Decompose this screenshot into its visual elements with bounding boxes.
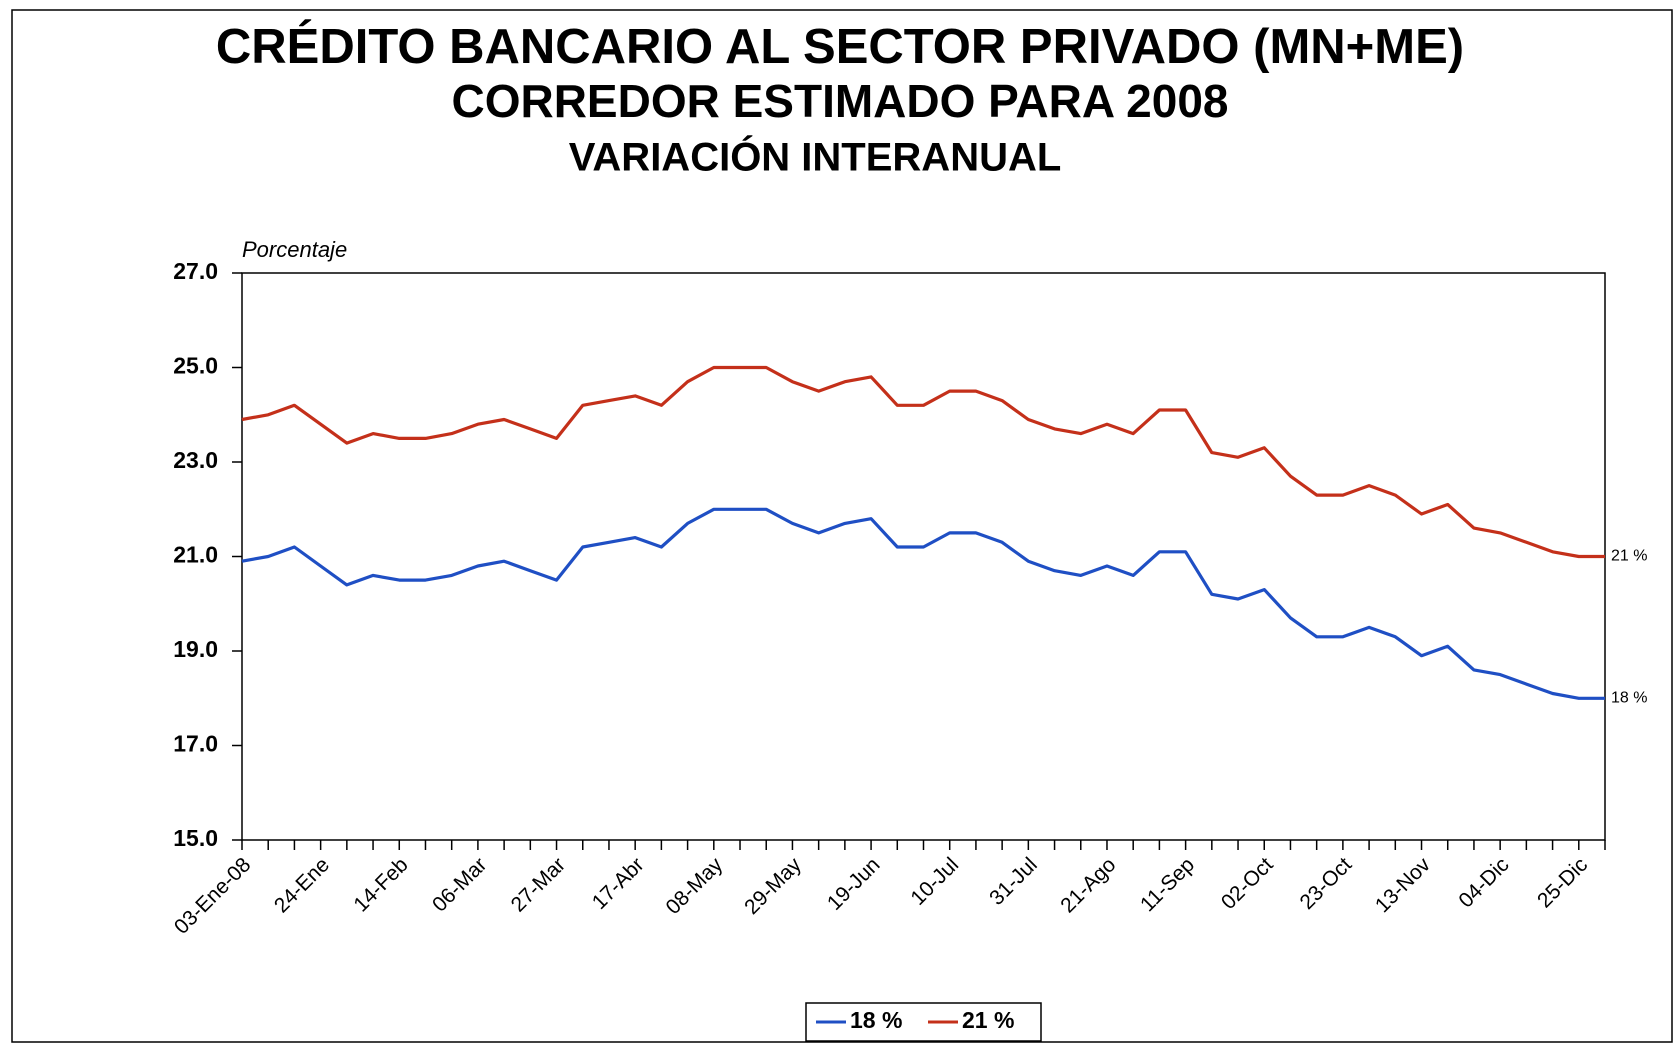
legend-label: 21 %: [962, 1007, 1014, 1033]
y-tick-label: 23.0: [173, 447, 218, 473]
end-label: 21 %: [1611, 548, 1647, 565]
y-tick-label: 27.0: [173, 258, 218, 284]
legend-label: 18 %: [850, 1007, 902, 1033]
series-line: [241, 507, 1605, 700]
series-line: [241, 365, 1605, 559]
y-tick-label: 21.0: [173, 542, 218, 568]
chart-subtitle: VARIACIÓN INTERANUAL: [569, 134, 1062, 180]
end-label: 18 %: [1611, 689, 1647, 706]
y-tick-label: 17.0: [173, 731, 218, 757]
legend: 18 % 21 %: [805, 1002, 1042, 1042]
y-tick-label: 25.0: [173, 353, 218, 379]
y-axis-label: Porcentaje: [242, 237, 347, 262]
y-tick-label: 15.0: [173, 825, 218, 851]
chart-title: CRÉDITO BANCARIO AL SECTOR PRIVADO (MN+M…: [216, 20, 1464, 74]
y-tick-label: 19.0: [173, 636, 218, 662]
chart-subtitle: CORREDOR ESTIMADO PARA 2008: [451, 75, 1228, 127]
